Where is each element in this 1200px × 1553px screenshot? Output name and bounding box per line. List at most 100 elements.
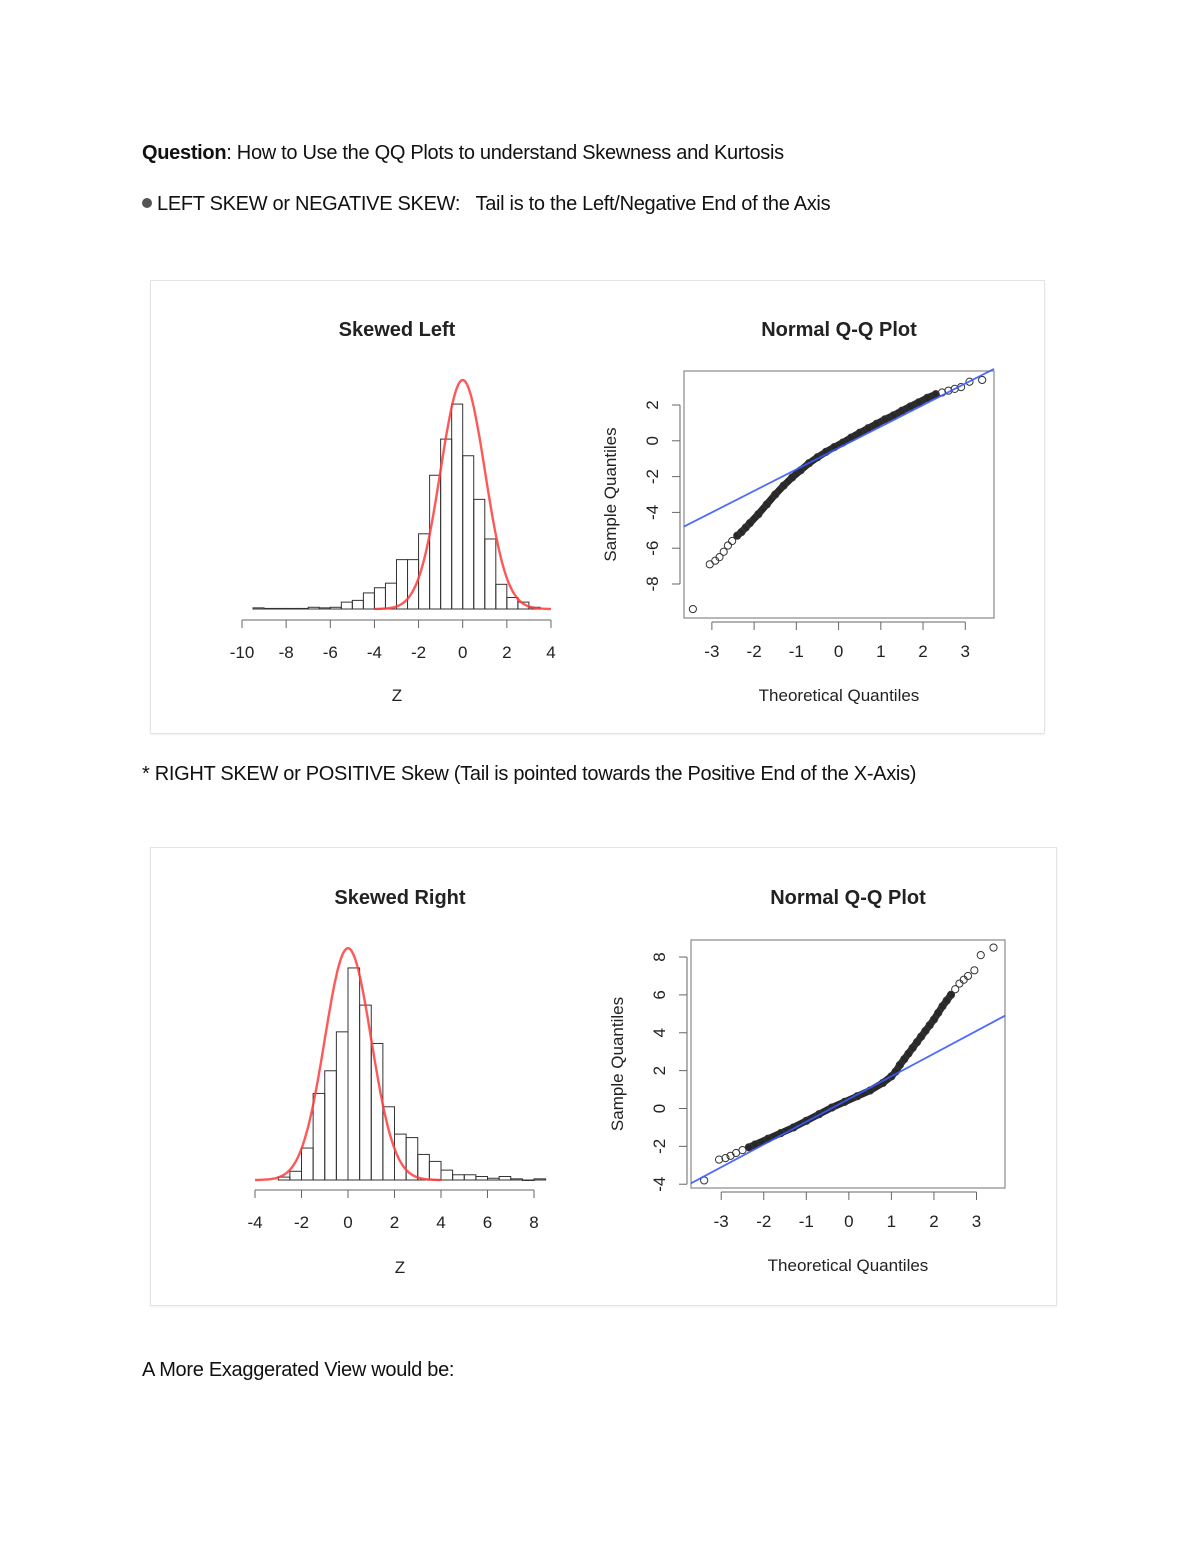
qq-point [989, 943, 998, 952]
qq-point [741, 523, 750, 532]
qq-point-band [733, 390, 940, 540]
histogram-bar [475, 1176, 488, 1181]
x-tick-label: -8 [279, 643, 294, 662]
qq-point [804, 459, 814, 468]
x-tick-label: -3 [714, 1212, 729, 1231]
qq-point [965, 377, 974, 386]
question-label: Question [142, 142, 227, 164]
qq-point [908, 1043, 917, 1053]
qq-point [715, 553, 724, 562]
y-tick-label: 0 [650, 1104, 669, 1113]
histogram-bar [373, 587, 386, 610]
x-tick-label: 0 [343, 1213, 352, 1232]
qq-point [887, 1072, 896, 1081]
qq-point [728, 536, 737, 546]
histogram-bar [329, 606, 342, 610]
x-tick-label: 2 [502, 643, 511, 662]
y-tick-label: -2 [643, 469, 662, 484]
left-skew-bullet: LEFT SKEW or NEGATIVE SKEW: Tail is to t… [142, 193, 831, 216]
plot-frame [690, 939, 1006, 1189]
exaggerated-view-line: A More Exaggerated View would be: [142, 1359, 455, 1381]
qq-point [719, 547, 728, 556]
qq-point [925, 1021, 934, 1030]
y-tick-label: -2 [650, 1139, 669, 1154]
histogram-bar [487, 1177, 500, 1181]
y-tick-label: 4 [650, 1028, 669, 1037]
x-tick-label: -10 [230, 643, 255, 662]
histogram-bar [324, 1070, 337, 1181]
qq-point [737, 527, 746, 537]
qq-point-band [745, 991, 955, 1151]
qq-point [754, 510, 763, 519]
qq-reference-line [683, 368, 995, 528]
qq-point [951, 985, 960, 994]
histogram-bar [362, 592, 375, 610]
qq-point [917, 1032, 926, 1041]
y-tick-label: -8 [643, 576, 662, 591]
x-tick-label: -3 [704, 642, 719, 661]
x-tick-label: -2 [411, 643, 426, 662]
histogram-bar [289, 1170, 302, 1181]
histogram-bar [452, 1174, 465, 1181]
histogram-bar [312, 1092, 326, 1181]
histogram-bar [462, 455, 475, 610]
normal-curve [374, 378, 551, 611]
x-tick-label: -2 [756, 1212, 771, 1231]
qq-point [942, 996, 951, 1005]
qq-point [827, 1103, 836, 1112]
qq-point [771, 490, 780, 499]
histogram-bar [394, 1133, 407, 1181]
qq-point [721, 1153, 730, 1163]
histogram-bar [347, 967, 361, 1181]
x-tick-label: 2 [390, 1213, 399, 1232]
x-axis-label: Z [392, 686, 402, 705]
y-tick-label: 6 [650, 990, 669, 999]
x-tick-label: -1 [789, 642, 804, 661]
histogram-bar [335, 1031, 349, 1181]
y-tick-label: -6 [643, 541, 662, 556]
histogram-bar [417, 1153, 430, 1181]
chart-title: Skewed Right [334, 887, 465, 909]
qq-point [938, 1002, 947, 1011]
x-tick-label: 2 [929, 1212, 938, 1231]
histogram-bar [384, 582, 397, 610]
x-tick-label: 1 [876, 642, 885, 661]
x-tick-label: -4 [367, 643, 382, 662]
histogram-bar [274, 607, 287, 610]
qq-point [688, 604, 697, 614]
x-tick-label: 0 [834, 642, 843, 661]
x-tick-label: 0 [458, 643, 467, 662]
qq-point [745, 519, 754, 528]
qq-point [779, 481, 788, 490]
histogram-bar [318, 607, 331, 610]
histogram-bar [495, 583, 508, 610]
histogram-bar [340, 601, 353, 610]
y-tick-label: 8 [650, 952, 669, 961]
chart-title: Normal Q-Q Plot [761, 319, 917, 341]
qq-point [723, 541, 733, 550]
y-axis-label: Sample Quantiles [601, 427, 620, 561]
histogram-bar [428, 1160, 442, 1181]
qq-point [963, 971, 973, 981]
x-tick-label: 4 [436, 1213, 445, 1232]
y-tick-label: -4 [643, 505, 662, 520]
qq-point [904, 1049, 913, 1058]
qq-point [872, 419, 881, 428]
qq-point [946, 990, 956, 1000]
x-tick-label: 4 [546, 643, 555, 662]
x-tick-label: 6 [483, 1213, 492, 1232]
bullet-dot-icon [142, 198, 152, 208]
plot-frame [683, 370, 995, 619]
qq-point [906, 402, 915, 411]
qq-point [895, 1060, 905, 1070]
qq-point [840, 1097, 849, 1106]
x-axis-label: Theoretical Quantiles [759, 686, 920, 705]
qq-point [762, 500, 771, 509]
x-axis-label: Z [395, 1258, 405, 1277]
question-text: : How to Use the QQ Plots to understand … [226, 142, 784, 164]
histogram-bar [463, 1174, 477, 1181]
y-tick-label: 2 [643, 400, 662, 409]
y-tick-label: 2 [650, 1066, 669, 1075]
histogram-bar [521, 1179, 535, 1181]
